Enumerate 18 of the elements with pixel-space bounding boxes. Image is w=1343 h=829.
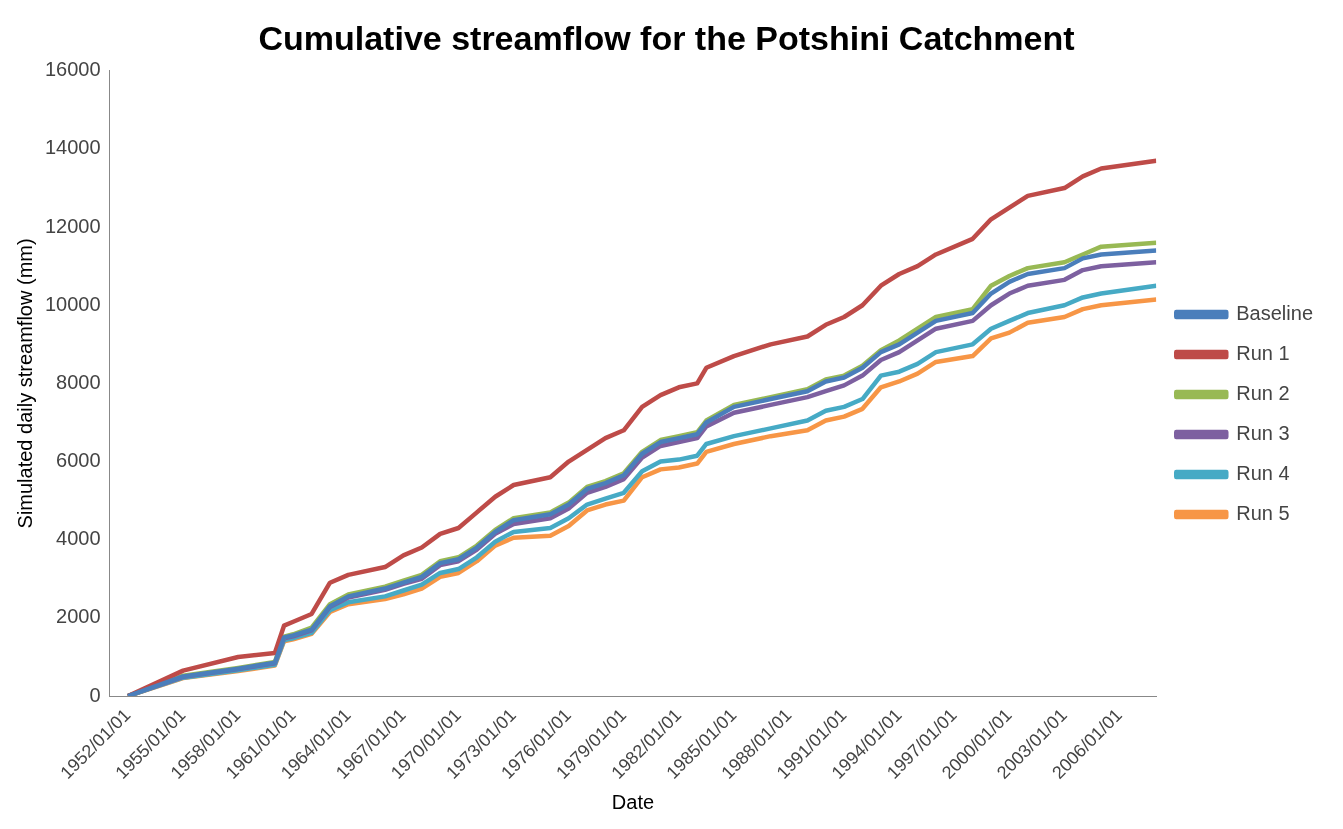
legend-label: Run 1 bbox=[1236, 342, 1290, 365]
y-tick-label: 8000 bbox=[56, 370, 101, 393]
y-tick-label: 16000 bbox=[44, 58, 101, 81]
x-axis-title: Date bbox=[611, 790, 655, 813]
y-tick-label: 10000 bbox=[44, 292, 101, 315]
legend-label: Run 5 bbox=[1236, 502, 1290, 525]
legend-label: Run 4 bbox=[1236, 462, 1290, 485]
y-tick-label: 12000 bbox=[44, 214, 101, 237]
y-axis-title: Simulated daily streamflow (mm) bbox=[13, 238, 36, 529]
legend-label: Baseline bbox=[1236, 302, 1313, 325]
y-tick-label: 0 bbox=[89, 683, 101, 706]
legend-label: Run 2 bbox=[1236, 382, 1290, 405]
y-tick-label: 14000 bbox=[44, 136, 101, 159]
y-tick-label: 2000 bbox=[56, 605, 101, 628]
y-tick-label: 4000 bbox=[56, 527, 101, 550]
chart-title: Cumulative streamflow for the Potshini Catchment bbox=[258, 18, 1075, 57]
y-tick-label: 6000 bbox=[56, 449, 101, 472]
legend-label: Run 3 bbox=[1236, 422, 1290, 445]
